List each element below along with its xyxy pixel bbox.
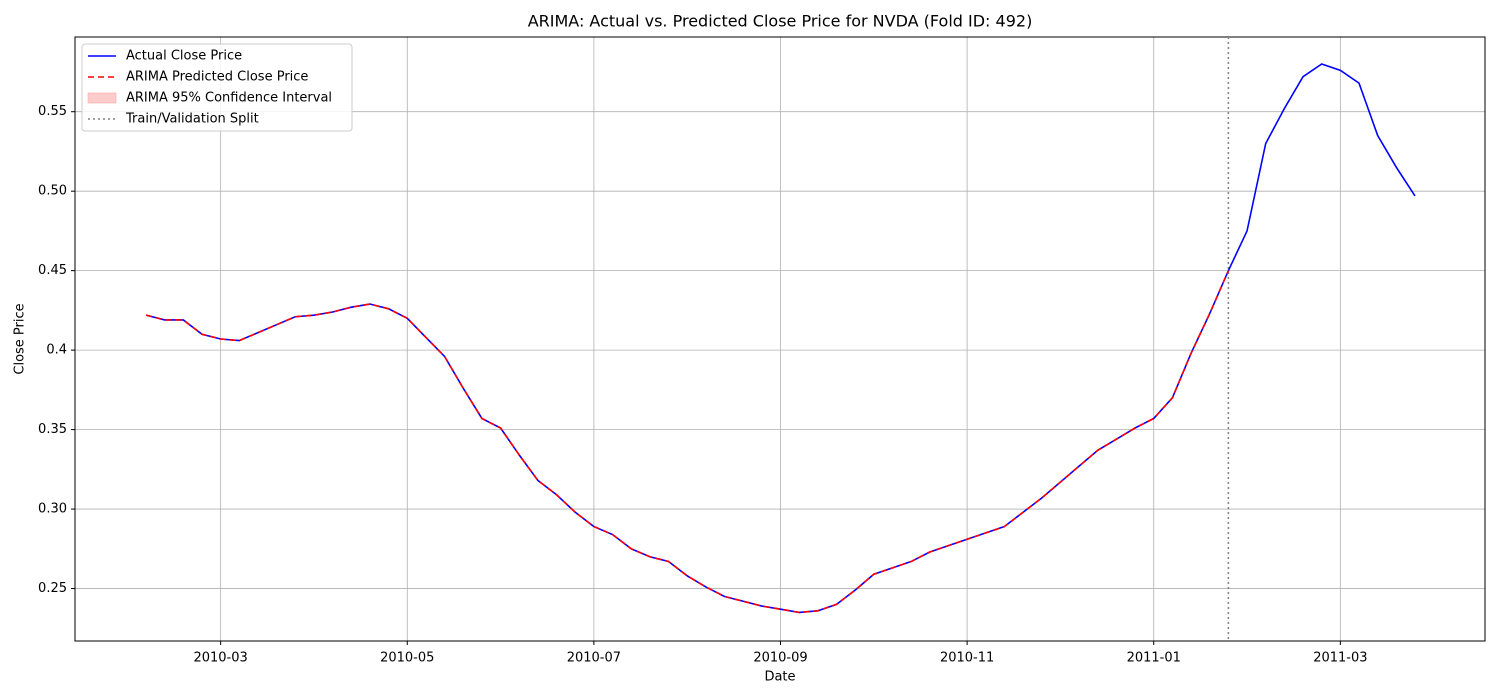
x-tick-label: 2011-01	[1127, 651, 1181, 666]
plot-frame	[74, 36, 1486, 642]
y-tick-label: 0.45	[38, 263, 67, 278]
legend-swatch	[87, 92, 117, 104]
x-tick-label: 2011-03	[1313, 651, 1367, 666]
y-axis-label: Close Price	[13, 303, 28, 374]
x-tick-label: 2010-11	[940, 651, 994, 666]
x-axis-label: Date	[764, 670, 795, 685]
legend-label: ARIMA 95% Confidence Interval	[126, 91, 332, 106]
y-tick-label: 0.35	[38, 422, 67, 437]
chart-title: ARIMA: Actual vs. Predicted Close Price …	[528, 12, 1033, 31]
y-tick-label: 0.55	[38, 104, 67, 119]
x-tick-label: 2010-07	[567, 651, 621, 666]
legend-label: Train/Validation Split	[125, 112, 259, 127]
x-tick-label: 2010-05	[380, 651, 434, 666]
legend: Actual Close Price ARIMA Predicted Close …	[81, 43, 353, 132]
series-line	[145, 270, 1230, 614]
y-tick-label: 0.30	[38, 502, 67, 517]
x-tick-label: 2010-03	[193, 651, 247, 666]
y-tick-label: 0.4	[46, 343, 67, 358]
y-tick-label: 0.25	[38, 581, 67, 596]
legend-box	[81, 43, 353, 132]
x-tick-label: 2010-09	[753, 651, 807, 666]
y-tick-label: 0.50	[38, 184, 67, 199]
legend-label: ARIMA Predicted Close Price	[126, 70, 308, 85]
legend-label: Actual Close Price	[126, 49, 242, 64]
